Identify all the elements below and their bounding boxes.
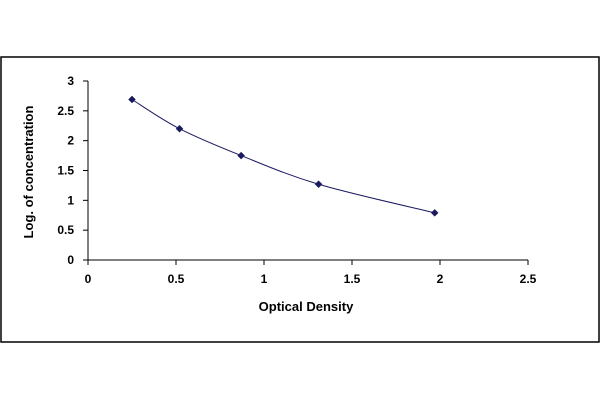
data-point	[175, 124, 184, 133]
y-tick-label: 3	[67, 74, 74, 88]
ticks-layer: 0 0.5 1 1.5 2 2.5 0 0.5 1 1.5 2 2.5 3	[57, 74, 536, 286]
y-tick-label: 0	[67, 253, 74, 267]
data-point	[128, 95, 136, 104]
y-axis-title: Log. of concentration	[21, 106, 36, 239]
series-layer	[128, 95, 439, 217]
x-tick-label: 2.5	[520, 272, 537, 286]
x-tick-label: 0.5	[168, 272, 185, 286]
chart-border	[0, 56, 600, 343]
y-tick-label: 1.5	[57, 164, 74, 178]
trend-curve	[131, 99, 435, 214]
y-tick-label: 2.5	[57, 104, 74, 118]
x-tick-label: 1.5	[344, 272, 361, 286]
x-tick-label: 0	[85, 272, 92, 286]
y-tick-label: 1	[67, 193, 74, 207]
x-tick-label: 1	[261, 272, 268, 286]
x-tick-label: 2	[437, 272, 444, 286]
data-point	[314, 180, 323, 189]
x-axis-title: Optical Density	[259, 299, 354, 314]
data-point	[430, 209, 439, 217]
y-tick-label: 2	[67, 134, 74, 148]
data-point	[237, 151, 245, 160]
y-tick-label: 0.5	[57, 223, 74, 237]
